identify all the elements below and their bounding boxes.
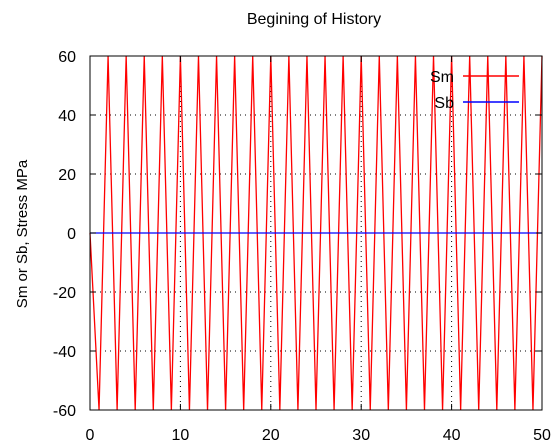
x-tick-label: 0 [86,427,95,444]
y-tick-label: -20 [53,285,76,302]
y-tick-label: -60 [53,403,76,420]
y-tick-label: 40 [58,108,76,125]
y-tick-label: -40 [53,344,76,361]
y-tick-label: 60 [58,49,76,66]
x-tick-label: 10 [172,427,190,444]
legend-label-sm: Sm [430,69,454,86]
x-tick-label: 40 [443,427,461,444]
legend-label-sb: Sb [434,95,454,112]
ticks: 0 10 20 30 40 50 60 40 20 0 -20 -40 -60 [53,49,551,444]
y-axis-label: Sm or Sb, Stress MPa [14,159,31,308]
x-tick-label: 50 [533,427,551,444]
chart-title: Begining of History [247,11,381,28]
legend: Sm Sb [430,69,519,112]
series-layer [89,55,543,411]
x-tick-label: 30 [352,427,370,444]
x-tick-label: 20 [262,427,280,444]
y-tick-label: 0 [67,226,76,243]
y-tick-label: 20 [58,167,76,184]
